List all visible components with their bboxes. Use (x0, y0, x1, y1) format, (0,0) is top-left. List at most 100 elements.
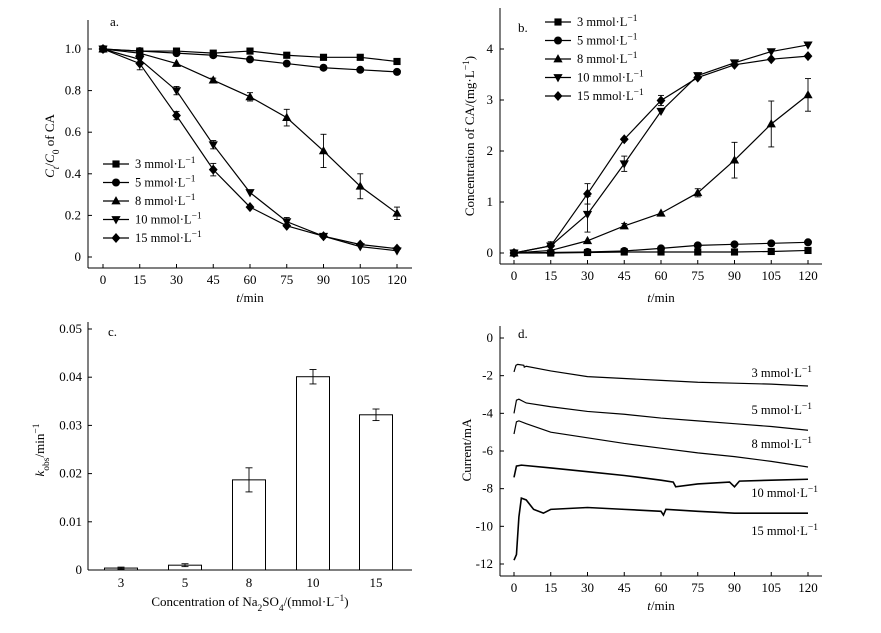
x-axis-title: Concentration of Na2SO4/(mmol·L−1) (151, 594, 348, 614)
data-point (172, 110, 181, 121)
data-point (583, 188, 592, 199)
current-trace-0 (513, 363, 809, 387)
legend-marker (111, 216, 121, 225)
y-tick-label: -2 (482, 368, 493, 383)
legend-label: 15 mmol·L−1 (135, 230, 202, 245)
legend-label: 5 mmol·L−1 (577, 33, 638, 48)
legend-marker (111, 232, 121, 244)
data-point (693, 241, 702, 250)
bar-10 (296, 376, 330, 571)
bar-8 (232, 479, 266, 571)
y-tick-label: 0.2 (65, 207, 81, 222)
legend-label: 8 mmol·L−1 (135, 193, 196, 208)
x-axis-title: t/min (647, 598, 675, 613)
data-point (319, 53, 328, 61)
x-tick-label: 75 (691, 268, 704, 283)
y-axis-title: Ct/C0 of CA (42, 114, 62, 178)
x-tick-label: 45 (618, 580, 631, 595)
data-point (619, 134, 629, 145)
legend-marker (112, 160, 120, 168)
x-tick-label: 0 (511, 268, 518, 283)
panel-label: d. (518, 326, 528, 341)
x-tick-label: 120 (798, 268, 818, 283)
y-tick-label: 4 (487, 41, 494, 56)
data-point (208, 141, 218, 150)
trace-label: 3 mmol·L−1 (752, 365, 813, 380)
data-point (245, 189, 255, 198)
data-point (803, 51, 813, 62)
data-point (693, 187, 703, 197)
x-tick-label: 120 (387, 272, 407, 287)
data-point (246, 47, 254, 55)
legend-label: 10 mmol·L−1 (577, 70, 644, 85)
data-point (657, 244, 665, 253)
y-tick-label: 0 (487, 330, 494, 345)
data-point (693, 72, 703, 83)
data-point (392, 208, 402, 217)
data-point (283, 51, 291, 59)
data-point (171, 58, 182, 67)
data-point (730, 59, 739, 70)
y-tick-label: 0.8 (65, 83, 81, 98)
data-point (767, 247, 775, 256)
x-tick-label: 60 (244, 272, 257, 287)
series-line (513, 94, 809, 254)
legend-marker (554, 36, 562, 45)
current-trace-4 (513, 496, 808, 561)
data-point (245, 202, 255, 213)
x-tick-label: 30 (581, 268, 594, 283)
data-point (355, 181, 365, 190)
x-tick-label: 60 (655, 580, 668, 595)
data-point (619, 221, 629, 230)
series-4 (509, 51, 813, 259)
data-point (656, 208, 666, 217)
panel-label: c. (108, 324, 117, 339)
data-point (318, 146, 329, 155)
y-tick-label: -8 (482, 481, 493, 496)
series-4 (98, 43, 402, 254)
data-point (208, 164, 218, 175)
y-tick-label: 0 (487, 245, 494, 260)
x-tick-label: 15 (544, 580, 557, 595)
y-axis-title: kobs/min−1 (32, 423, 52, 476)
data-point (356, 53, 364, 61)
data-point (135, 48, 145, 57)
y-tick-label: -6 (482, 443, 493, 458)
series-3 (509, 41, 813, 258)
data-point (694, 248, 702, 256)
data-point (135, 58, 145, 69)
x-tick-label: 45 (207, 272, 220, 287)
data-point (730, 248, 739, 256)
data-point (767, 239, 776, 248)
x-tick-label: 120 (798, 580, 818, 595)
data-point (245, 92, 255, 101)
x-tick-label: 90 (317, 272, 330, 287)
legend-label: 3 mmol·L−1 (577, 14, 638, 29)
x-tick-label: 90 (728, 580, 741, 595)
x-tick-label: 15 (544, 268, 557, 283)
data-point (208, 75, 218, 84)
legend: 3 mmol·L−1 5 mmol·L−1 8 mmol·L−1 10 mmol·L−… (545, 14, 644, 103)
y-tick-label: 0.04 (59, 369, 82, 384)
data-point (656, 107, 666, 117)
y-axis-title: Current/mA (459, 418, 474, 481)
data-point (619, 160, 629, 169)
x-tick-label: 0 (100, 272, 107, 287)
trace-label: 8 mmol·L−1 (752, 436, 813, 451)
y-tick-label: -4 (482, 405, 493, 420)
data-point (356, 65, 365, 74)
legend-marker (553, 54, 563, 63)
x-tick-label: 105 (351, 272, 371, 287)
trace-label: 5 mmol·L−1 (752, 402, 813, 417)
panel-a: 0 15 30 45 60 75 90 105 120 0 0.2 0.4 0.6 0.8 1.0 3 mmo… (42, 14, 412, 305)
legend-marker (553, 74, 563, 83)
y-tick-label: 1 (487, 194, 494, 209)
y-tick-label: 0.4 (65, 166, 82, 181)
x-tick-label: 45 (618, 268, 631, 283)
x-tick-label: 75 (280, 272, 293, 287)
legend-label: 5 mmol·L−1 (135, 175, 196, 190)
trace-label: 15 mmol·L−1 (751, 523, 818, 538)
data-point (803, 41, 813, 50)
legend-marker (111, 196, 121, 205)
